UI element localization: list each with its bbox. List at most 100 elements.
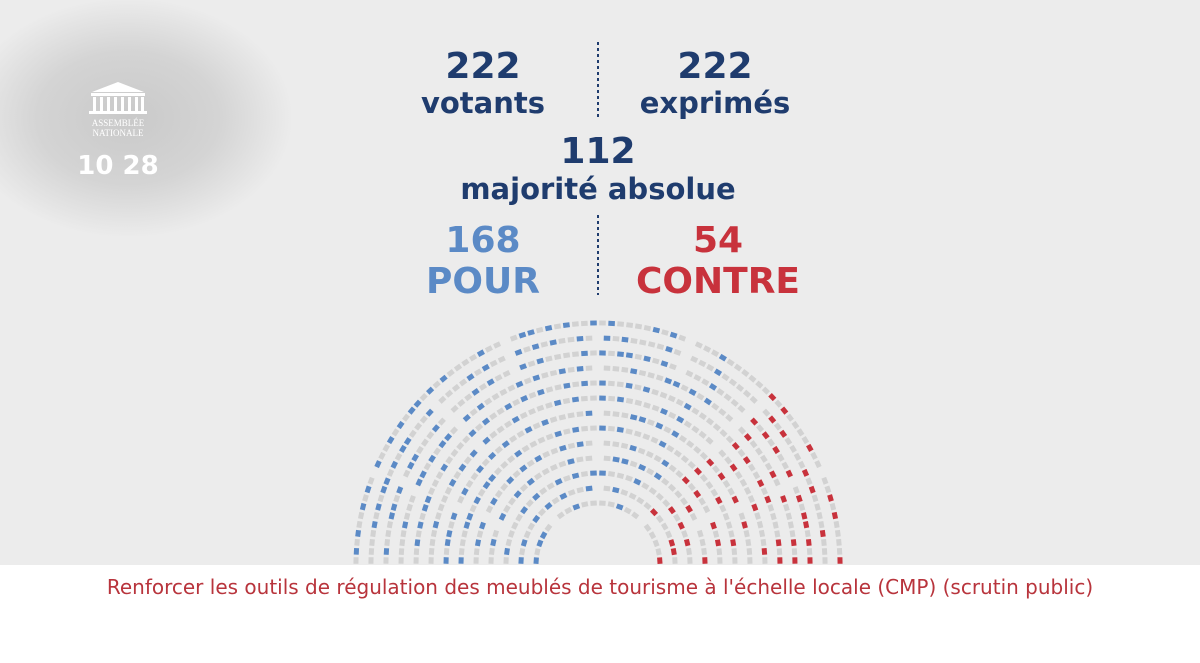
hemicycle [353, 320, 843, 564]
seat [491, 392, 500, 401]
seat [724, 456, 733, 465]
seat [647, 372, 655, 379]
seat [525, 499, 534, 508]
seat [492, 529, 500, 538]
seat [403, 512, 411, 520]
seat [523, 377, 532, 385]
seat [531, 343, 540, 350]
seat [476, 349, 485, 357]
seat [507, 530, 515, 538]
seat [393, 494, 401, 503]
seat [521, 444, 530, 453]
seat [357, 511, 365, 520]
seat [787, 521, 795, 529]
seat [590, 425, 597, 431]
seat [643, 523, 652, 532]
seat [738, 512, 746, 521]
logo-line1: ASSEMBLÉE [92, 118, 145, 128]
seat [428, 487, 436, 496]
seat [550, 447, 559, 455]
seat [504, 420, 513, 429]
seat [519, 363, 528, 371]
seat [444, 539, 451, 547]
seat [488, 557, 494, 564]
seat [501, 440, 510, 449]
seat [431, 424, 440, 433]
seat [478, 383, 488, 391]
seat [723, 393, 732, 402]
seat [511, 521, 519, 530]
seat [567, 489, 576, 497]
logo-icon [89, 82, 147, 114]
seat [779, 429, 788, 438]
seat [672, 380, 681, 388]
seat [687, 557, 693, 564]
seat [417, 521, 424, 529]
seat [544, 502, 553, 510]
seat [519, 547, 526, 556]
seat [655, 548, 662, 556]
seat [576, 456, 584, 463]
seat [652, 326, 661, 334]
seat [623, 506, 632, 515]
seat [612, 441, 620, 448]
seat [761, 547, 768, 555]
seat [516, 430, 525, 438]
seat [499, 388, 508, 396]
seat [545, 355, 553, 362]
seat [391, 428, 400, 437]
seat [554, 430, 563, 438]
seat [446, 530, 453, 538]
seat [585, 485, 593, 492]
seat [453, 363, 463, 372]
seat [762, 557, 768, 564]
seat [375, 503, 382, 511]
seat [490, 497, 498, 506]
seat [537, 508, 547, 517]
seat [811, 494, 819, 503]
seat [725, 435, 734, 444]
seat [544, 523, 553, 532]
seat [421, 504, 429, 512]
seat [438, 395, 447, 404]
seat [481, 458, 490, 467]
seat [626, 322, 634, 329]
caption: Renforcer les outils de régulation des m… [0, 565, 1200, 663]
seat [717, 472, 726, 481]
seat [581, 501, 589, 508]
seat [773, 422, 782, 431]
seat [453, 471, 462, 480]
seat [448, 478, 457, 487]
seat [413, 399, 422, 408]
seat [448, 521, 455, 529]
seat [388, 512, 395, 520]
seat [580, 395, 588, 402]
seat [485, 505, 494, 514]
seat [367, 476, 375, 485]
seat [539, 531, 548, 540]
seat [837, 557, 843, 564]
seat [801, 468, 810, 477]
seat [585, 335, 593, 341]
seat [576, 335, 584, 342]
seat [524, 426, 533, 434]
seat [451, 383, 461, 392]
seat [396, 486, 404, 495]
seat [733, 363, 743, 372]
seat [773, 478, 781, 487]
seat [680, 455, 689, 464]
seat [699, 451, 708, 460]
seat [673, 348, 682, 356]
seat [428, 557, 434, 564]
seat [737, 404, 746, 413]
seat [831, 511, 839, 520]
seat [590, 500, 597, 506]
seat [599, 470, 606, 476]
seat [482, 481, 491, 490]
seat [607, 425, 615, 432]
seat [706, 363, 715, 372]
seat [669, 331, 678, 339]
seat [603, 485, 611, 492]
seat [535, 326, 544, 334]
seat [814, 460, 822, 469]
